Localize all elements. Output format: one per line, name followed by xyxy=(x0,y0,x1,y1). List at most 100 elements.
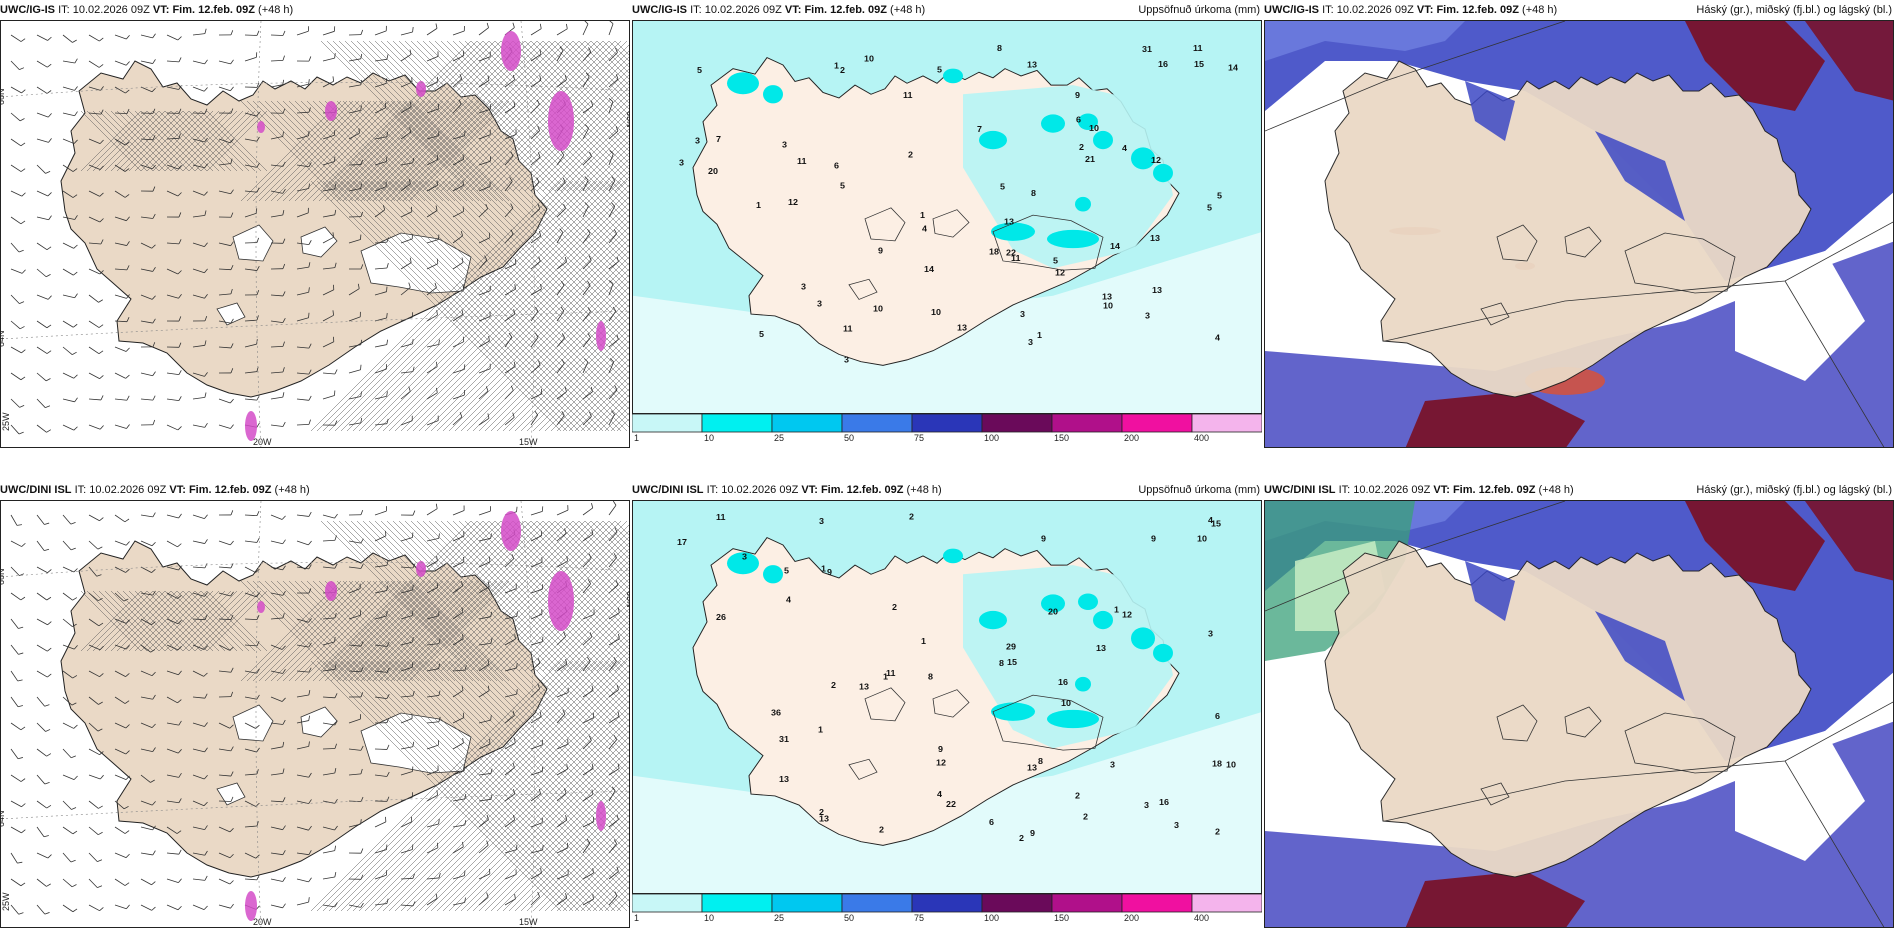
precip-value: 8 xyxy=(997,44,1002,54)
precip-value: 6 xyxy=(834,161,839,171)
vt-label: VT: xyxy=(1433,484,1450,496)
precip-value: 1 xyxy=(756,200,761,210)
precip-value: 15 xyxy=(1211,519,1221,529)
precip-value: 4 xyxy=(937,789,942,799)
colorbar-swatch xyxy=(771,414,843,433)
precip-value: 21 xyxy=(1085,154,1095,164)
valid-time: Fim. 12.feb. 09Z xyxy=(188,484,272,496)
precip-value: 1 xyxy=(921,636,926,646)
valid-time: Fim. 12.feb. 09Z xyxy=(804,4,887,16)
glacier-outline xyxy=(1496,224,1538,262)
precip-value: 18 xyxy=(1212,759,1222,769)
precip-value: 22 xyxy=(1006,248,1016,258)
precip-value: 31 xyxy=(1142,44,1152,54)
precip-value: 1 xyxy=(920,210,925,220)
precip-value: 12 xyxy=(788,197,798,207)
lead-time: (+48 h) xyxy=(1538,484,1574,496)
glacier-outline xyxy=(1480,782,1510,806)
precip-value: 2 xyxy=(1083,812,1088,822)
model-name: UWC/DINI ISL xyxy=(632,484,704,496)
precip-value: 10 xyxy=(1197,534,1207,544)
glacier-area xyxy=(216,782,246,806)
precip-value: 12 xyxy=(1122,610,1132,620)
colorbar-swatch xyxy=(1121,894,1193,913)
precip-value: 11 xyxy=(1193,44,1203,54)
colorbar-swatch xyxy=(701,894,773,913)
colorbar-swatch xyxy=(771,894,843,913)
precip-value: 2 xyxy=(1019,833,1024,843)
precip-value: 9 xyxy=(878,246,883,256)
precip-value: 20 xyxy=(708,166,718,176)
colorbar-swatch xyxy=(1191,894,1262,913)
precip-value: 1 xyxy=(821,564,826,574)
map-canvas: 66N 64N 25W 20W 15W 65N xyxy=(1,501,629,927)
precip-value: 12 xyxy=(1151,155,1161,165)
precip-value: 5 xyxy=(1207,203,1212,213)
precip-value: 9 xyxy=(1030,829,1035,839)
precip-value: 16 xyxy=(1058,677,1068,687)
panel-header: UWC/DINI ISL IT: 10.02.2026 09Z VT: Fim.… xyxy=(1264,480,1894,500)
precip-value: 14 xyxy=(924,264,934,274)
precip-value: 9 xyxy=(938,744,943,754)
colorbar-tick: 100 xyxy=(984,913,999,922)
colorbar-swatch xyxy=(632,894,703,913)
colorbar-container: 1 10 25 50 75 100 150 200 400 xyxy=(632,414,1262,442)
precip-value: 6 xyxy=(1215,711,1220,721)
precip-spots xyxy=(245,31,606,441)
precip-value: 5 xyxy=(840,181,845,191)
lat-label-65n: 65N xyxy=(625,111,630,128)
precip-value: 13 xyxy=(1004,217,1014,227)
precip-value: 3 xyxy=(1144,800,1149,810)
precip-value: 10 xyxy=(873,304,883,314)
colorbar-tick: 50 xyxy=(844,913,854,922)
map-panel-p5: UWC/DINI ISL IT: 10.02.2026 09Z VT: Fim.… xyxy=(632,480,1262,928)
field-title: Háský (gr.), miðský (fj.bl.) og lágský (… xyxy=(1696,4,1892,16)
precip-value: 9 xyxy=(827,568,832,578)
colorbar-swatch xyxy=(911,894,983,913)
map-canvas xyxy=(1265,21,1893,447)
valid-time: Fim. 12.feb. 09Z xyxy=(1436,4,1519,16)
colorbar-container: 1 10 25 50 75 100 150 200 400 xyxy=(632,894,1262,922)
precip-value: 11 xyxy=(843,324,853,334)
precip-value: 9 xyxy=(1151,534,1156,544)
precip-value: 3 xyxy=(1145,311,1150,321)
map-area xyxy=(1264,20,1894,448)
precip-value: 14 xyxy=(1110,241,1120,251)
iceland-land xyxy=(1324,60,1812,398)
lat-label-64n: 64N xyxy=(1,810,6,827)
precip-value: 10 xyxy=(1089,123,1099,133)
lon-label-25w: 25W xyxy=(1,412,11,431)
precip-value: 2 xyxy=(909,512,914,522)
precip-value: 3 xyxy=(1174,820,1179,830)
vt-label: VT: xyxy=(784,4,802,16)
precip-value: 5 xyxy=(1053,256,1058,266)
precip-value: 13 xyxy=(1150,233,1160,243)
glacier-outline xyxy=(1564,226,1602,258)
map-panel-p3: UWC/IG-IS IT: 10.02.2026 09Z VT: Fim. 12… xyxy=(1264,0,1894,448)
precip-value: 4 xyxy=(1215,333,1220,343)
precip-value: 11 xyxy=(1011,253,1021,263)
precip-value: 5 xyxy=(784,566,789,576)
sector-lines xyxy=(1265,501,1893,927)
init-time: 10.02.2026 09Z xyxy=(1336,4,1414,16)
init-time: 10.02.2026 09Z xyxy=(72,4,150,16)
precip-value: 3 xyxy=(1020,309,1025,319)
precip-value: 3 xyxy=(782,140,787,150)
precip-value: 2 xyxy=(831,680,836,690)
precip-value: 1 xyxy=(834,61,839,71)
glacier-outline xyxy=(1624,232,1736,294)
glacier-outline xyxy=(992,214,1104,271)
it-label: IT: xyxy=(1322,4,1334,16)
precip-spots xyxy=(245,511,606,921)
glacier-area xyxy=(232,704,274,742)
colorbar-tick: 75 xyxy=(914,433,924,442)
sector-lines xyxy=(1265,21,1893,447)
cloud-over-land xyxy=(1465,81,1515,141)
precip-value: 31 xyxy=(779,734,789,744)
crosshatch-region xyxy=(80,40,629,432)
lead-time: (+48 h) xyxy=(258,4,294,16)
init-time: 10.02.2026 09Z xyxy=(1353,484,1431,496)
wind-barbs xyxy=(10,21,619,435)
precip-value: 13 xyxy=(819,814,829,824)
precip-value: 3 xyxy=(1110,760,1115,770)
